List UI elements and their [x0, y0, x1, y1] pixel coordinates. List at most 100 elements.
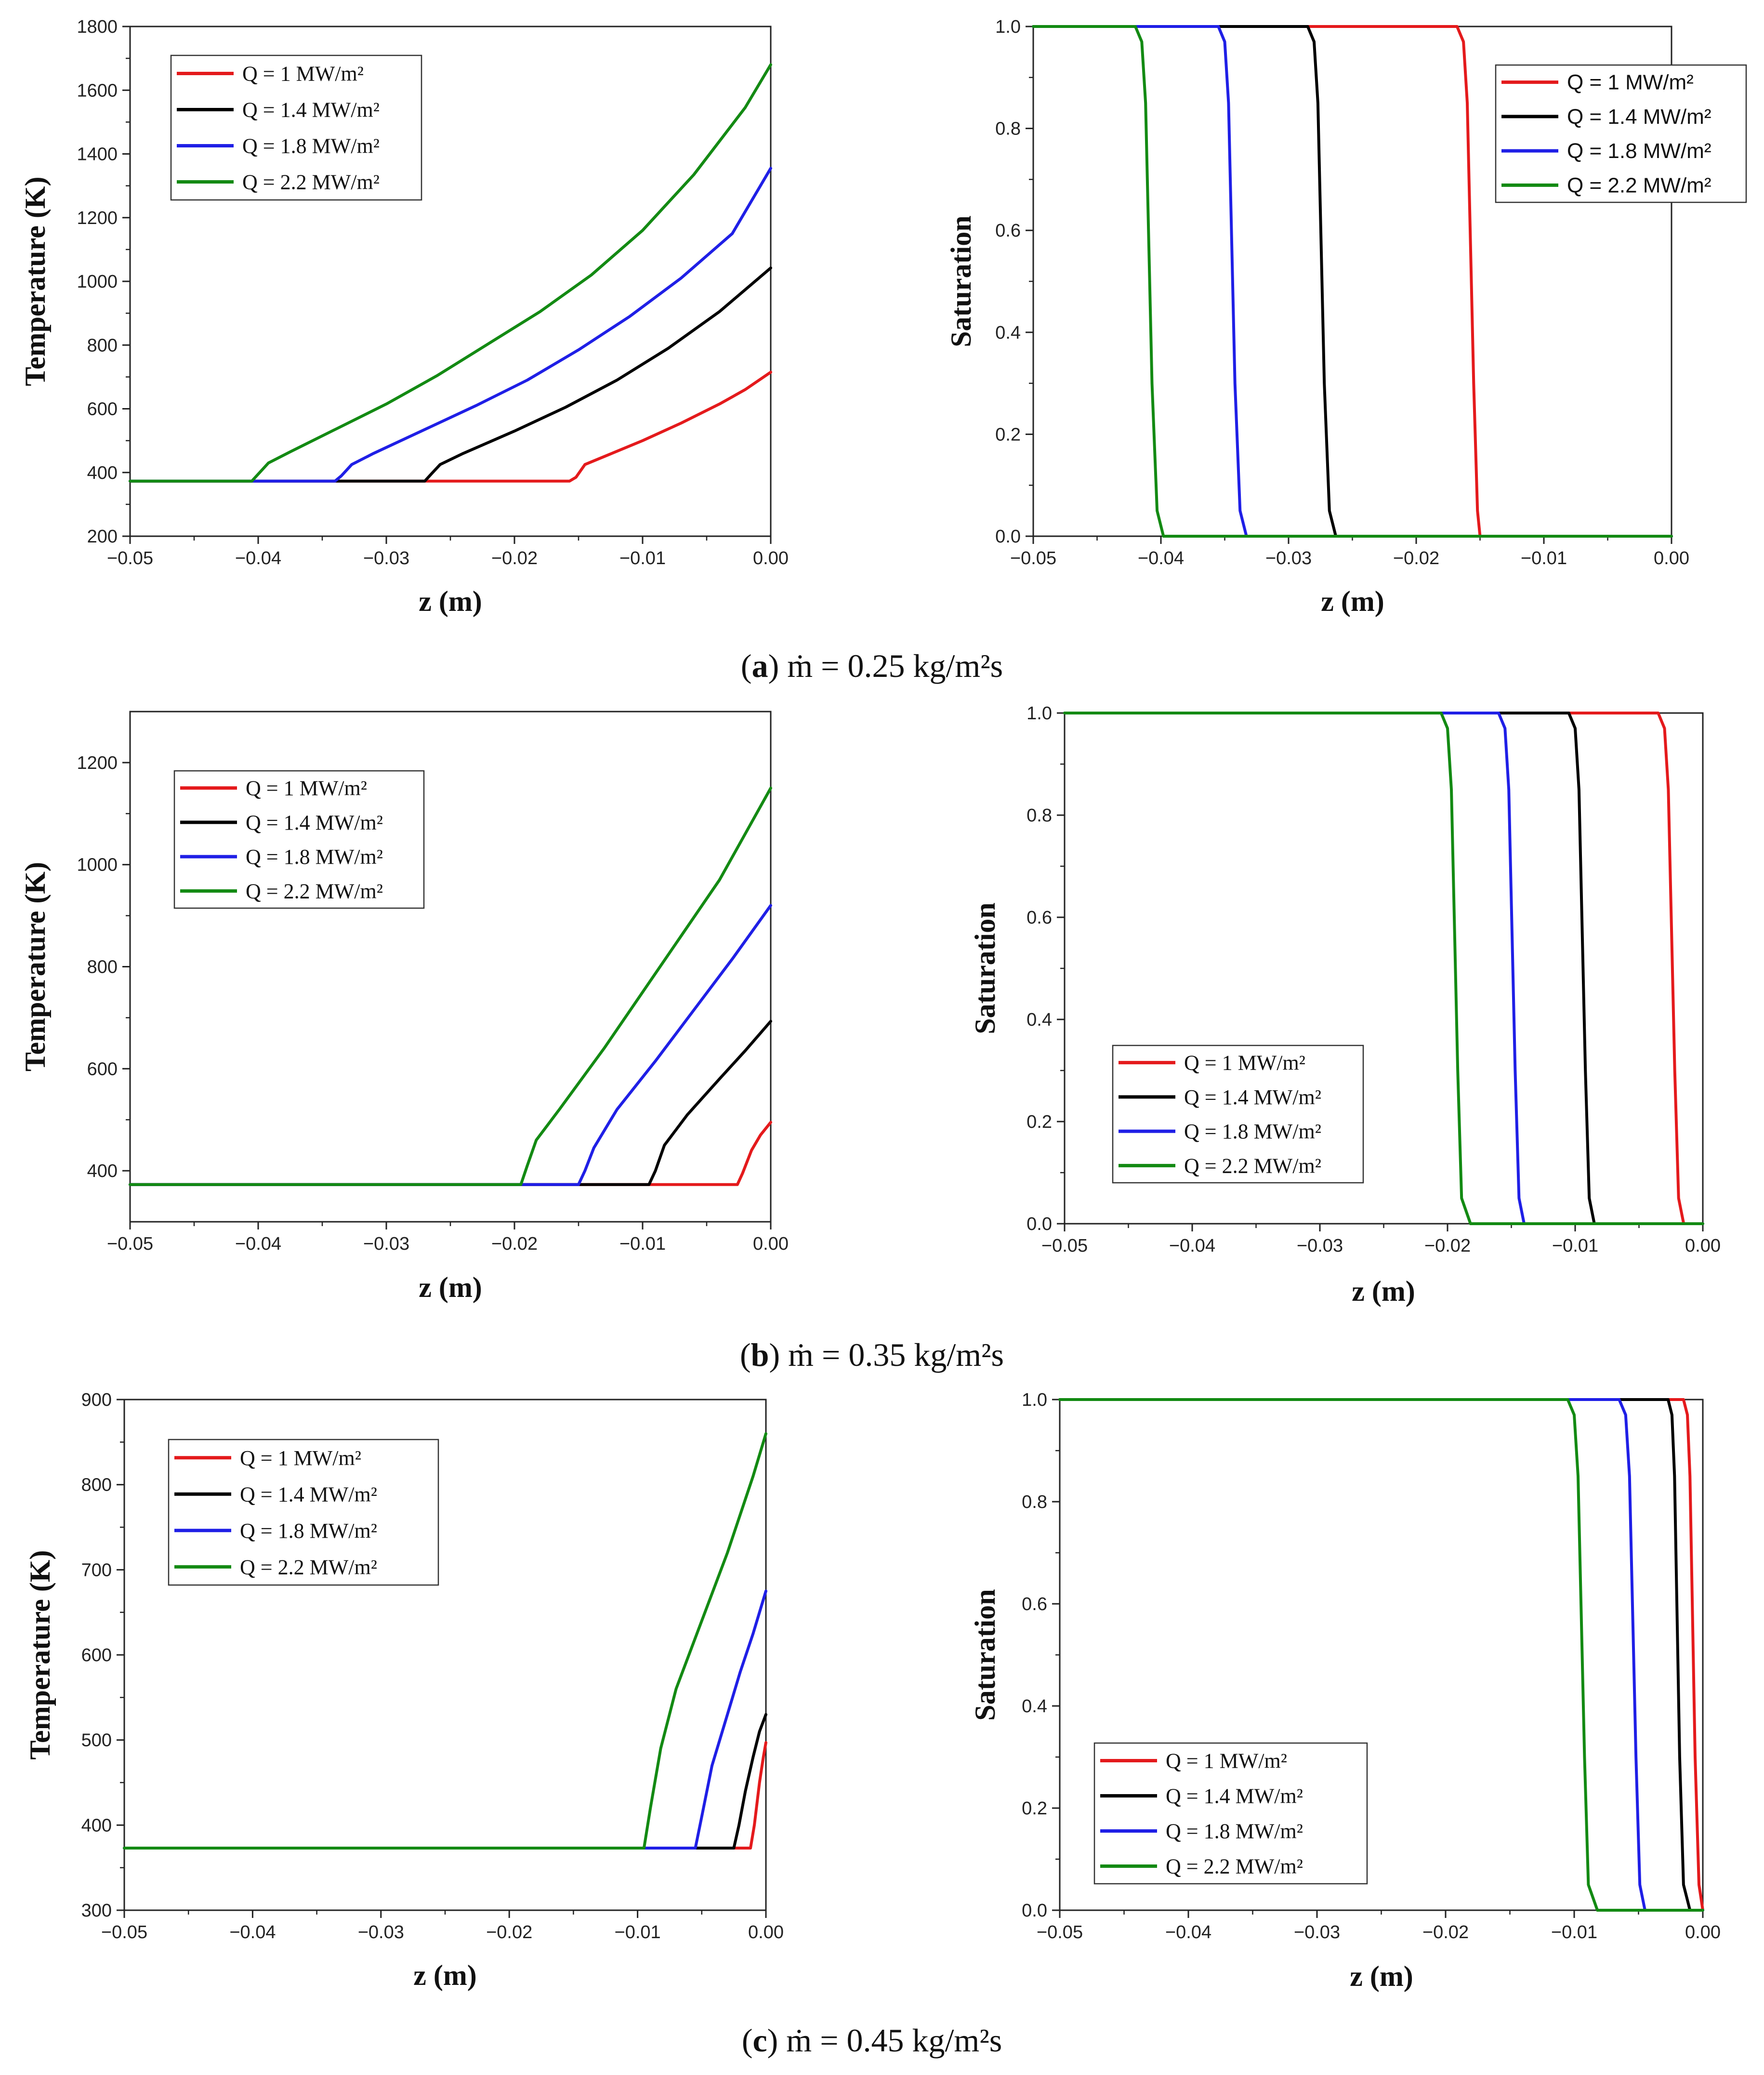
series-line-1 — [1032, 25, 1673, 538]
x-tick-label: −0.01 — [1552, 1236, 1598, 1256]
y-tick-label: 1.0 — [1027, 703, 1052, 724]
caption-text: ) ṁ = 0.25 kg/m²s — [768, 648, 1003, 684]
legend-label-2: Q = 1.4 MW/m² — [246, 811, 383, 834]
y-tick-label: 0.0 — [1022, 1901, 1047, 1921]
x-tick-label: −0.03 — [1297, 1236, 1343, 1256]
x-axis-label: z (m) — [1350, 1960, 1413, 1992]
legend-label-2: Q = 1.4 MW/m² — [240, 1482, 377, 1506]
x-tick-label: −0.02 — [1424, 1236, 1471, 1256]
legend: Q = 1 MW/m² Q = 1.4 MW/m² Q = 1.8 MW/m² Q =… — [170, 54, 422, 201]
legend-box — [1495, 64, 1747, 203]
x-tick-label: −0.04 — [229, 1922, 276, 1943]
caption-paren-open: ( — [740, 1336, 751, 1373]
x-tick-label: −0.04 — [1165, 1922, 1211, 1943]
y-tick-label: 800 — [81, 1475, 112, 1495]
y-tick-label: 0.8 — [1027, 806, 1052, 826]
y-tick-label: 0.0 — [1027, 1214, 1052, 1234]
series-line-3 — [129, 167, 772, 483]
x-tick-label: −0.02 — [491, 548, 538, 568]
x-tick-label: −0.05 — [107, 1234, 153, 1254]
legend-label-1: Q = 1 MW/m² — [1166, 1749, 1287, 1773]
x-tick-label: 0.00 — [753, 1234, 789, 1254]
x-tick-label: −0.02 — [486, 1922, 532, 1943]
y-axis-label: Temperature (K) — [19, 862, 51, 1071]
x-tick-label: 0.00 — [748, 1922, 784, 1943]
x-axis-label: z (m) — [419, 1271, 482, 1303]
x-tick-label: −0.02 — [1422, 1922, 1469, 1943]
legend-label-1: Q = 1 MW/m² — [1184, 1051, 1305, 1075]
x-tick-label: 0.00 — [1685, 1236, 1721, 1256]
y-tick-label: 300 — [81, 1901, 112, 1921]
x-axis-label: z (m) — [419, 585, 482, 617]
y-tick-label: 200 — [87, 527, 118, 547]
legend-label-4: Q = 2.2 MW/m² — [1567, 173, 1711, 197]
x-tick-label: −0.05 — [107, 548, 153, 568]
series-line-2 — [1032, 25, 1673, 538]
legend-label-1: Q = 1 MW/m² — [246, 777, 367, 800]
series-line-4 — [1032, 25, 1673, 538]
legend-box — [168, 1439, 439, 1586]
legend-label-1: Q = 1 MW/m² — [1567, 71, 1694, 94]
y-tick-label: 1800 — [77, 17, 118, 37]
y-tick-label: 600 — [87, 1059, 118, 1079]
series-line-2 — [123, 1713, 767, 1850]
caption-letter: a — [752, 648, 768, 684]
y-tick-label: 1000 — [77, 855, 118, 875]
y-tick-label: 0.0 — [995, 527, 1021, 547]
series-line-1 — [1063, 712, 1704, 1225]
x-tick-label: −0.01 — [619, 1234, 666, 1254]
chart-a-sat: −0.05 −0.04 −0.03 −0.02 −0.01 0.00 0.0 0.2 0.4 0.… — [945, 17, 1747, 617]
series-line-3 — [1063, 712, 1704, 1225]
chart-c-sat: −0.05 −0.04 −0.03 −0.02 −0.01 0.00 0.0 0.2 0.4 0.… — [969, 1390, 1721, 1992]
series-line-3 — [129, 904, 772, 1186]
x-tick-label: 0.00 — [1685, 1922, 1721, 1943]
x-tick-label: −0.05 — [1037, 1922, 1083, 1943]
y-tick-label: 900 — [81, 1390, 112, 1410]
caption-paren-open: ( — [742, 2022, 753, 2059]
series-line-4 — [1063, 712, 1704, 1225]
y-tick-label: 500 — [81, 1731, 112, 1751]
series-line-2 — [129, 1019, 772, 1186]
x-tick-label: −0.04 — [1138, 548, 1184, 568]
y-tick-label: 700 — [81, 1560, 112, 1580]
x-axis-label: z (m) — [1352, 1275, 1415, 1307]
legend: Q = 1 MW/m² Q = 1.4 MW/m² Q = 1.8 MW/m² Q =… — [1112, 1044, 1364, 1184]
legend-box — [173, 770, 425, 909]
legend: Q = 1 MW/m² Q = 1.4 MW/m² Q = 1.8 MW/m² Q =… — [168, 1439, 439, 1586]
series-line-2 — [1058, 1398, 1704, 1912]
legend-label-2: Q = 1.4 MW/m² — [242, 98, 380, 122]
y-tick-label: 0.4 — [1027, 1010, 1052, 1030]
x-tick-label: 0.00 — [753, 548, 789, 568]
y-tick-label: 1000 — [77, 272, 118, 292]
series-line-4 — [129, 786, 772, 1186]
legend: Q = 1 MW/m² Q = 1.4 MW/m² Q = 1.8 MW/m² Q =… — [173, 770, 425, 909]
legend-label-2: Q = 1.4 MW/m² — [1567, 105, 1711, 129]
x-tick-label: −0.04 — [235, 1234, 281, 1254]
panel-caption: (c) ṁ = 0.45 kg/m²s — [742, 2022, 1002, 2059]
y-axis-label: Temperature (K) — [19, 177, 51, 386]
legend-label-3: Q = 1.8 MW/m² — [242, 134, 380, 158]
x-tick-label: −0.05 — [101, 1922, 147, 1943]
caption-letter: c — [752, 2022, 767, 2059]
y-axis-label: Saturation — [945, 215, 977, 347]
chart-b-sat: −0.05 −0.04 −0.03 −0.02 −0.01 0.00 0.0 0.2 0.4 0.… — [969, 703, 1721, 1307]
y-tick-label: 0.2 — [1022, 1798, 1047, 1819]
y-tick-label: 1.0 — [995, 17, 1021, 37]
y-tick-label: 0.6 — [1027, 908, 1052, 928]
x-tick-label: −0.03 — [363, 548, 409, 568]
x-tick-label: −0.02 — [491, 1234, 538, 1254]
x-tick-label: −0.02 — [1393, 548, 1439, 568]
series-line-4 — [129, 63, 772, 483]
legend-label-3: Q = 1.8 MW/m² — [1567, 139, 1711, 163]
y-tick-label: 0.8 — [995, 119, 1021, 139]
legend-label-4: Q = 2.2 MW/m² — [1184, 1154, 1321, 1177]
y-tick-label: 800 — [87, 335, 118, 356]
y-tick-label: 1600 — [77, 80, 118, 101]
x-tick-label: 0.00 — [1654, 548, 1689, 568]
x-tick-label: −0.01 — [1551, 1922, 1597, 1943]
y-tick-label: 1400 — [77, 145, 118, 165]
y-tick-label: 0.2 — [1027, 1112, 1052, 1132]
legend-label-3: Q = 1.8 MW/m² — [240, 1519, 377, 1543]
series-line-3 — [1032, 25, 1673, 538]
